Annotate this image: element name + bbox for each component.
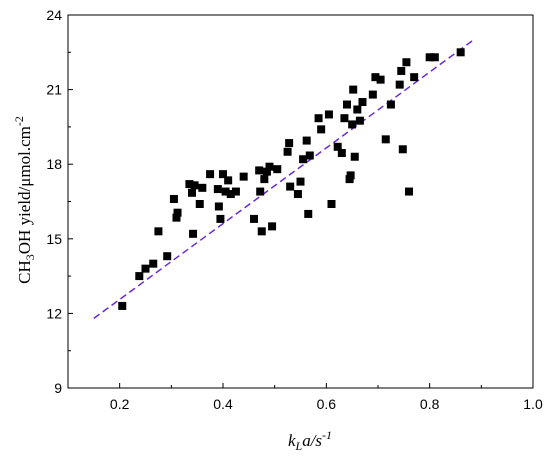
- data-point: [206, 170, 215, 179]
- data-point: [256, 187, 265, 196]
- data-point: [268, 222, 277, 231]
- data-point: [355, 116, 364, 125]
- data-points: [118, 48, 465, 310]
- x-tick-label: 0.6: [317, 396, 337, 412]
- data-point: [340, 114, 349, 123]
- data-point: [371, 73, 380, 82]
- data-point: [333, 142, 342, 151]
- data-point: [350, 152, 359, 161]
- data-point: [169, 195, 178, 204]
- x-tick-label: 1.0: [523, 396, 543, 412]
- x-tick-label: 0.4: [213, 396, 233, 412]
- data-point: [296, 177, 305, 186]
- axes: [67, 14, 534, 389]
- data-point: [327, 199, 336, 208]
- data-point: [231, 187, 240, 196]
- data-point: [386, 100, 395, 109]
- y-tick-label: 9: [54, 380, 62, 396]
- data-point: [250, 214, 258, 223]
- y-tick-label: 24: [46, 7, 62, 23]
- data-point: [368, 90, 377, 99]
- data-point: [173, 208, 182, 217]
- data-point: [198, 183, 207, 192]
- y-axis-title: CH3OH yield/μmol.cm-2: [12, 116, 37, 284]
- data-point: [358, 98, 367, 107]
- data-point: [381, 135, 390, 144]
- data-point: [135, 272, 144, 281]
- data-point: [214, 202, 223, 211]
- data-point: [195, 199, 204, 208]
- x-tick-label: 0.8: [420, 396, 440, 412]
- data-point: [343, 100, 351, 109]
- data-point: [239, 172, 248, 181]
- data-point: [304, 209, 313, 218]
- data-point: [286, 182, 295, 191]
- tick-labels: 0.2 0.4 0.6 0.8 1.0 9 12 15 18 21 24: [46, 7, 543, 412]
- y-tick-label: 18: [46, 156, 62, 172]
- data-point: [317, 125, 326, 134]
- data-point: [283, 147, 292, 156]
- data-point: [185, 180, 194, 189]
- data-point: [398, 145, 407, 154]
- data-point: [219, 170, 227, 179]
- data-point: [314, 114, 323, 123]
- data-point: [262, 167, 271, 176]
- fit-line: [93, 39, 475, 319]
- y-tick-label: 15: [46, 231, 62, 247]
- data-point: [226, 190, 235, 199]
- data-point: [265, 162, 274, 171]
- data-point: [456, 48, 465, 57]
- data-point: [285, 139, 294, 148]
- data-point: [213, 185, 222, 194]
- data-point: [273, 165, 282, 174]
- data-point: [348, 120, 357, 129]
- data-point: [189, 229, 198, 238]
- data-point: [221, 187, 230, 196]
- data-point: [255, 166, 264, 175]
- data-point: [149, 259, 158, 268]
- data-point: [305, 151, 314, 160]
- data-point: [216, 214, 225, 223]
- data-point: [376, 75, 385, 84]
- data-point: [188, 188, 196, 197]
- data-point: [302, 136, 311, 145]
- data-point: [141, 264, 150, 273]
- data-point: [163, 252, 172, 261]
- data-point: [405, 187, 413, 196]
- data-point: [190, 181, 199, 190]
- x-tick-label: 0.2: [110, 396, 130, 412]
- data-point: [346, 171, 355, 180]
- y-tick-label: 21: [46, 82, 62, 98]
- data-point: [118, 301, 127, 310]
- data-point: [324, 110, 333, 119]
- data-point: [299, 155, 308, 164]
- data-point: [349, 85, 358, 94]
- data-point: [410, 73, 419, 82]
- data-point: [425, 53, 434, 62]
- data-point: [154, 227, 163, 236]
- data-point: [260, 175, 269, 184]
- y-tick-label: 12: [46, 305, 62, 321]
- data-point: [430, 53, 439, 62]
- data-point: [397, 66, 406, 75]
- data-point: [402, 58, 411, 67]
- data-point: [337, 149, 346, 158]
- x-axis-title: kLa/s-1: [288, 428, 332, 453]
- data-point: [224, 176, 233, 185]
- data-point: [293, 190, 302, 199]
- data-point: [257, 227, 266, 236]
- plot-frame: [67, 14, 534, 389]
- data-point: [395, 80, 404, 89]
- data-point: [353, 105, 362, 114]
- data-point: [172, 213, 181, 222]
